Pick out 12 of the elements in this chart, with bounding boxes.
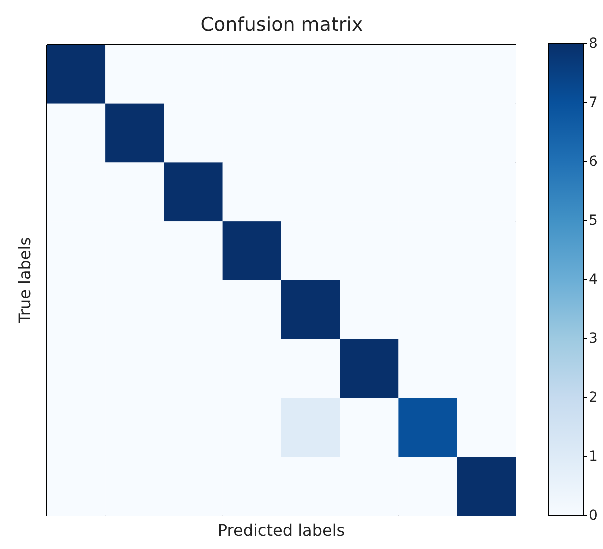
color-bar-label: 1 [589, 449, 598, 465]
color-bar-label: 8 [589, 36, 598, 52]
color-bar-label: 6 [589, 154, 598, 170]
color-bar-label: 5 [589, 213, 598, 229]
color-bar-label: 0 [589, 508, 598, 524]
y-axis-title: True labels [16, 237, 35, 325]
color-bar-label: 4 [589, 272, 598, 288]
color-bar-label: 2 [589, 390, 598, 406]
x-axis-title: Predicted labels [218, 521, 346, 540]
chart-title: Confusion matrix [200, 14, 364, 36]
color-bar-label: 7 [589, 95, 598, 111]
color-bar-label: 3 [589, 331, 598, 347]
